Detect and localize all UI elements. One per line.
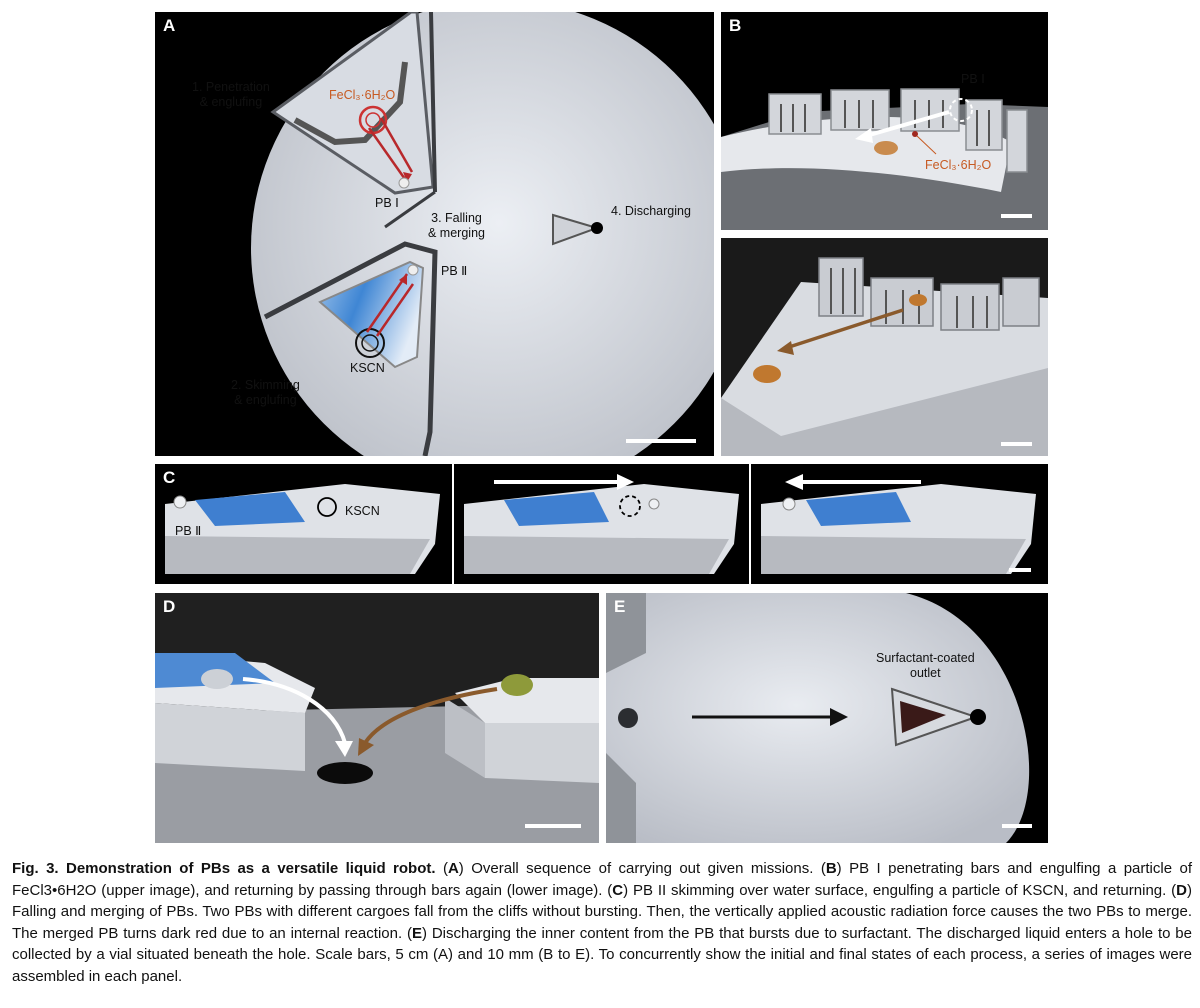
panel-b-upper: B PB Ⅰ FeCl₃·6H₂O — [721, 12, 1048, 230]
panel-b-pb1-annotation: PB Ⅰ — [961, 72, 985, 86]
caption-seg-e: (E) Discharging the inner content from t… — [12, 924, 1192, 985]
panel-a-scale-bar — [626, 439, 696, 443]
panel-d-scale-bar — [525, 824, 581, 828]
step4-annotation: 4. Discharging — [611, 204, 691, 218]
panel-c-frame-2-illustration — [464, 474, 739, 574]
panel-b-upper-scale-bar — [1001, 214, 1032, 218]
panel-c-scale-bar — [1009, 568, 1031, 572]
panel-c-label: C — [163, 468, 176, 487]
step2-line1: 2. Skimming — [231, 378, 300, 392]
panel-b-lower-illustration — [721, 238, 1048, 456]
outlet-line2: outlet — [910, 666, 941, 680]
panel-b-lower — [721, 238, 1048, 456]
caption-title: Fig. 3. Demonstration of PBs as a versat… — [12, 860, 436, 877]
pb1-annotation: PB Ⅰ — [375, 196, 399, 210]
panel-d: D — [155, 593, 599, 843]
panel-c-frame-1-illustration — [165, 484, 440, 574]
step3-line1: 3. Falling — [431, 211, 482, 225]
caption-seg-b: (B) PB I penetrating bars and engulfing … — [12, 860, 1192, 899]
step3-annotation: 3. Falling & merging — [428, 211, 485, 241]
panel-c-frame-2 — [454, 464, 749, 584]
panel-c-frame-3 — [751, 464, 1048, 584]
caption-seg-a: (A) Overall sequence of carrying out giv… — [442, 860, 814, 877]
panel-c-frame-1: C PB Ⅱ KSCN — [155, 464, 452, 584]
panel-a: A 1. Penetration & englufing FeCl₃·6H₂O … — [155, 12, 714, 456]
panel-e: E Surfactant-coated outlet — [606, 593, 1048, 843]
panel-e-illustration — [606, 593, 1030, 843]
step1-annotation: 1. Penetration & englufing — [192, 80, 270, 110]
panel-d-illustration — [155, 593, 599, 843]
figure-caption: Fig. 3. Demonstration of PBs as a versat… — [12, 858, 1192, 988]
panel-e-scale-bar — [1002, 824, 1032, 828]
step2-line2: & englufing — [234, 393, 297, 407]
panel-b-upper-illustration — [721, 88, 1048, 230]
panel-c-pb2-annotation: PB Ⅱ — [175, 524, 202, 538]
panel-b-fecl3-annotation: FeCl₃·6H₂O — [925, 158, 992, 172]
step1-line2: & englufing — [199, 95, 263, 109]
panel-c-frame-3-illustration — [761, 474, 1036, 574]
outlet-annotation: Surfactant-coated outlet — [876, 651, 975, 681]
caption-seg-d: (D) Falling and merging of PBs. Two PBs … — [12, 881, 1192, 942]
step1-line1: 1. Penetration — [192, 80, 270, 94]
step2-annotation: 2. Skimming & englufing — [231, 378, 300, 408]
caption-seg-c: (C) PB II skimming over water surface, e… — [607, 881, 1167, 899]
pb2-annotation: PB Ⅱ — [441, 264, 468, 278]
panel-c-kscn-annotation: KSCN — [345, 504, 380, 518]
panel-d-label: D — [163, 597, 176, 616]
fecl3-annotation: FeCl₃·6H₂O — [329, 88, 396, 102]
panel-b-lower-scale-bar — [1001, 442, 1032, 446]
panel-a-label: A — [163, 16, 176, 35]
panel-e-label: E — [614, 597, 626, 616]
kscn-annotation: KSCN — [350, 361, 385, 375]
panel-a-illustration — [251, 12, 714, 456]
panel-b-label: B — [729, 16, 742, 35]
step3-line2: & merging — [428, 226, 485, 240]
outlet-line1: Surfactant-coated — [876, 651, 975, 665]
